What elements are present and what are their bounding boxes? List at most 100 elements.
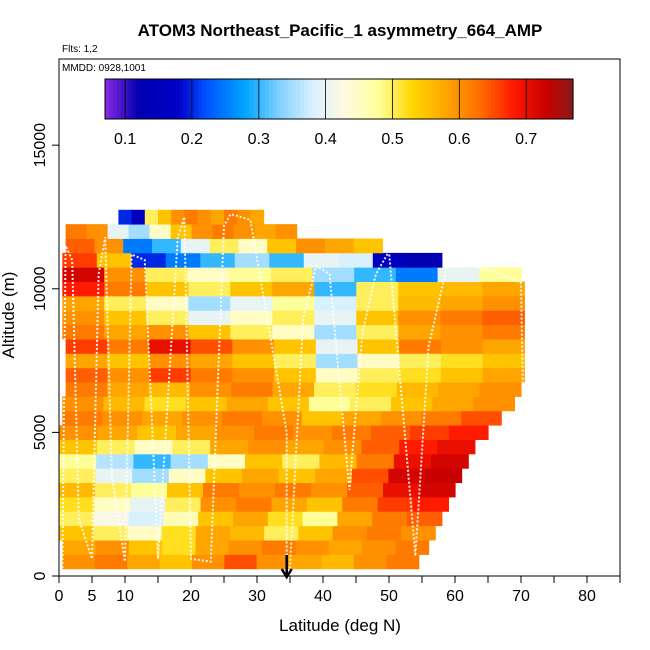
colorbar-segment: [534, 79, 539, 119]
heatmap-cell: [210, 439, 249, 455]
heatmap-cell: [323, 439, 362, 455]
heatmap-cell: [98, 425, 138, 440]
heatmap-cell: [328, 540, 363, 555]
heatmap-cell: [315, 468, 353, 484]
colorbar-segment: [116, 79, 122, 119]
colorbar-segment: [518, 79, 523, 119]
colorbar-segment: [245, 79, 250, 119]
heatmap-cell: [350, 396, 392, 412]
x-tick-label: 40: [314, 588, 332, 605]
colorbar-segment: [303, 79, 309, 119]
colorbar-segment: [206, 79, 211, 119]
heatmap-cell: [190, 367, 233, 383]
colorbar-segment: [292, 79, 297, 119]
heatmap-cell: [104, 295, 147, 311]
heatmap-cell: [161, 525, 197, 541]
colorbar-segment: [218, 79, 223, 119]
heatmap-cell: [59, 511, 95, 527]
heatmap-cell: [440, 353, 484, 369]
heatmap-cell: [242, 468, 280, 484]
colorbar-segment: [553, 79, 558, 119]
colorbar-segment: [261, 79, 266, 119]
heatmap-cell: [62, 410, 103, 426]
colorbar-segment: [393, 79, 399, 119]
heatmap-cell: [332, 525, 368, 541]
heatmap-cell: [146, 310, 189, 326]
colorbar-segment: [155, 79, 161, 119]
heatmap-cell: [203, 482, 240, 498]
colorbar-segment: [171, 79, 176, 119]
heatmap-cell: [274, 339, 317, 354]
heatmap-cell: [187, 267, 230, 282]
heatmap-cell: [59, 425, 99, 440]
x-tick-label: 70: [512, 588, 530, 605]
colorbar-segment: [222, 79, 227, 119]
heatmap-cell: [168, 468, 206, 484]
colorbar-segment: [233, 79, 239, 119]
heatmap-cell: [86, 224, 109, 239]
y-tick-label: 5000: [32, 414, 49, 450]
colorbar-segment: [506, 79, 512, 119]
colorbar-segment: [502, 79, 508, 119]
colorbar-segment: [112, 79, 118, 119]
heatmap-cell: [410, 425, 450, 440]
heatmap-cell: [59, 497, 95, 512]
heatmap-cell: [395, 540, 430, 555]
heatmap-cell: [210, 209, 225, 225]
colorbar-tick-label: 0.4: [314, 131, 336, 148]
heatmap-cell: [230, 281, 273, 297]
colorbar-segment: [225, 79, 231, 119]
heatmap-cell: [357, 367, 400, 383]
heatmap-cell: [205, 468, 243, 484]
heatmap-cell: [311, 482, 348, 498]
x-tick-label: 30: [248, 588, 266, 605]
colorbar-segment: [561, 79, 566, 119]
heatmap-cell: [185, 396, 228, 412]
colorbar-segment: [530, 79, 535, 119]
heatmap-cell: [230, 324, 273, 340]
heatmap-cell: [314, 324, 357, 340]
colorbar-segment: [366, 79, 371, 119]
heatmap-cell: [269, 252, 305, 268]
colorbar-segment: [385, 79, 391, 119]
heatmap-cell: [232, 353, 275, 369]
colorbar-segment: [413, 79, 418, 119]
heatmap-cell: [197, 209, 212, 225]
heatmap-cell: [59, 439, 98, 455]
heatmap-cell: [129, 497, 166, 512]
colorbar-segment: [198, 79, 204, 119]
heatmap-cell: [272, 281, 315, 297]
heatmap-cell: [274, 353, 317, 369]
heatmap-cell: [188, 324, 231, 340]
heatmap-cell: [195, 525, 231, 541]
heatmap-cell: [353, 238, 383, 254]
colorbar-segment: [257, 79, 262, 119]
heatmap-cell: [59, 525, 94, 541]
heatmap-cell: [383, 482, 420, 498]
heatmap-cell: [167, 482, 204, 498]
heatmap-cell: [314, 281, 357, 297]
heatmap-cell: [163, 511, 199, 527]
heatmap-cell: [245, 453, 283, 469]
heatmap-cell: [355, 382, 398, 397]
heatmap-cell: [65, 382, 108, 397]
colorbar-segment: [498, 79, 504, 119]
heatmap-cell: [198, 511, 234, 527]
heatmap-cell: [65, 367, 108, 383]
heatmap-cell: [137, 425, 177, 440]
colorbar-segment: [346, 79, 352, 119]
heatmap-cell: [357, 339, 400, 354]
colorbar-segment: [417, 79, 422, 119]
heatmap-cell: [159, 554, 193, 570]
heatmap-cell: [272, 382, 315, 397]
heatmap-cell: [398, 310, 441, 326]
heatmap-cell: [275, 224, 298, 239]
heatmap-cell: [274, 367, 317, 383]
heatmap-cell: [419, 482, 456, 498]
heatmap-cell: [230, 295, 273, 311]
heatmap-cell: [440, 324, 483, 340]
colorbar-segment: [537, 79, 543, 119]
heatmap-cell: [398, 324, 441, 340]
colorbar-segment: [370, 79, 375, 119]
